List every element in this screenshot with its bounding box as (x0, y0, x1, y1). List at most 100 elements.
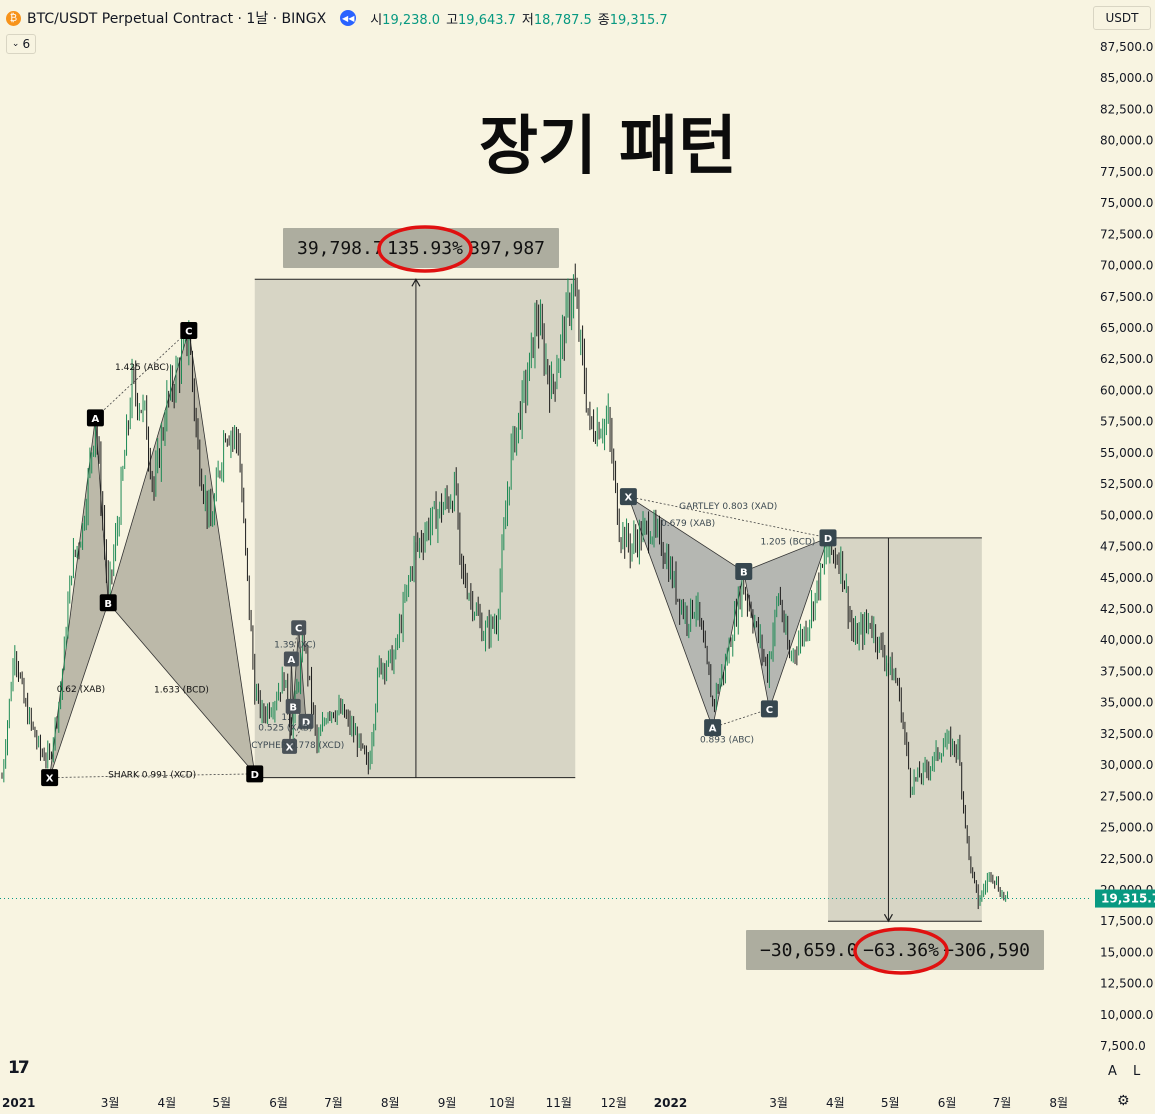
y-tick-label: 52,500.0 (1100, 477, 1153, 491)
point-label-a: A (709, 724, 717, 735)
y-tick-label: 82,500.0 (1100, 102, 1153, 116)
tradingview-logo[interactable]: 17 (8, 1058, 30, 1078)
ratio-abc: 0.893 (ABC) (700, 735, 754, 745)
y-tick-label: 17,500.0 (1100, 914, 1153, 928)
measure-label-1[interactable]: −30,659.0 −63.36% −306,590 (746, 927, 1044, 975)
pattern-1-point-d[interactable]: D (298, 713, 314, 729)
x-tick-label: 10월 (489, 1096, 515, 1110)
y-tick-label: 62,500.0 (1100, 352, 1153, 366)
pattern-0-point-a[interactable]: A (86, 409, 104, 427)
gear-icon[interactable]: ⚙ (1117, 1093, 1130, 1109)
ohlc-close: 종19,315.7 (597, 12, 668, 28)
y-tick-label: 87,500.0 (1100, 40, 1153, 54)
pattern-0-point-b[interactable]: B (99, 594, 117, 612)
x-tick-label: 5월 (212, 1096, 231, 1110)
x-tick-label: 5월 (881, 1096, 900, 1110)
measure-box-0[interactable] (254, 279, 576, 778)
y-tick-label: 55,000.0 (1100, 446, 1153, 460)
ratio-xad: GARTLEY 0.803 (XAD) (679, 502, 777, 512)
pattern-0-ac (95, 330, 190, 419)
y-tick-label: 80,000.0 (1100, 134, 1153, 148)
y-tick-label: 7,500.0 (1100, 1039, 1146, 1053)
pattern-2-point-d[interactable]: D (819, 529, 837, 547)
measure-label-0[interactable]: 39,798.7 135.93% 397,987 (283, 225, 559, 273)
y-tick-label: 72,500.0 (1100, 227, 1153, 241)
point-label-c: C (766, 705, 773, 716)
point-label-a: A (92, 414, 100, 425)
point-marker-c (291, 620, 307, 636)
currency-select[interactable]: USDT (1093, 6, 1151, 30)
point-marker-a (86, 409, 104, 427)
chart-title: 장기 패턴 (479, 110, 737, 184)
pattern-2-xab (627, 495, 745, 730)
pattern-1-point-c[interactable]: C (291, 620, 307, 636)
pattern-2-point-x[interactable]: X (619, 488, 637, 506)
x-tick-label: 9월 (438, 1096, 457, 1110)
y-tick-label: 37,500.0 (1100, 664, 1153, 678)
indicator-count: 6 (22, 37, 31, 51)
x-tick-label: 11월 (546, 1096, 572, 1110)
y-tick-label: 77,500.0 (1100, 165, 1153, 179)
y-tick-label: 85,000.0 (1100, 71, 1153, 85)
indicators-toggle[interactable]: ⌄ 6 (6, 34, 36, 54)
ratio-xab: 0.525 (XAB) (258, 723, 312, 733)
log-scale-button[interactable]: L (1133, 1064, 1140, 1079)
y-tick-label: 45,000.0 (1100, 571, 1153, 585)
price-axis: 7,500.0 10,000.0 12,500.0 15,000.0 17,500.0 2… (1095, 40, 1155, 1053)
y-tick-label: 47,500.0 (1100, 540, 1153, 554)
pattern-1-point-x[interactable]: X (282, 738, 298, 754)
tradingview-logo-text: 17 (8, 1058, 30, 1078)
pattern-0-point-d[interactable]: D (246, 765, 264, 783)
x-tick-label: 3월 (101, 1096, 120, 1110)
y-tick-label: 70,000.0 (1100, 259, 1153, 273)
last-price-tag: 19,315.7 (1095, 889, 1155, 908)
pattern-1-point-a[interactable]: A (283, 651, 299, 667)
time-axis: 2021 3월 4월 5월 6월 7월 8월 9월 10월 11월 12월 2022 3월 4월 5월 6월 7… (2, 1096, 1068, 1110)
measure-arrowhead-1 (883, 913, 893, 923)
pattern-0-point-c[interactable]: C (180, 321, 198, 339)
ohlc-low: 저18,787.5 (521, 12, 592, 28)
point-label-x: X (286, 742, 294, 753)
y-tick-label: 32,500.0 (1100, 727, 1153, 741)
point-marker-c (760, 700, 778, 718)
x-tick-label: 12월 (601, 1096, 627, 1110)
pattern-2-point-c[interactable]: C (760, 700, 778, 718)
chevron-down-icon: ⌄ (11, 39, 20, 49)
measure-value: 39,798.7 (297, 238, 384, 259)
x-tick-label: 6월 (269, 1096, 288, 1110)
symbol-header[interactable]: ₿ BTC/USDT Perpetual Contract · 1날 · BIN… (6, 8, 674, 28)
ratio-bcd: 1. (281, 713, 290, 723)
y-tick-label: 15,000.0 (1100, 945, 1153, 959)
point-marker-b (99, 594, 117, 612)
measure-percent: −63.36% (863, 940, 939, 961)
y-tick-label: 25,000.0 (1100, 821, 1153, 835)
pattern-2-point-a[interactable]: A (704, 719, 722, 737)
pattern-1-point-b[interactable]: B (285, 698, 301, 714)
candles (0, 263, 1090, 910)
y-tick-label: 42,500.0 (1100, 602, 1153, 616)
pattern-markers: X A B C D 0.62 (XAB) 1.425 (ABC) 1.633 (BCD) SHA… (41, 321, 837, 787)
y-tick-label: 67,500.0 (1100, 290, 1153, 304)
point-label-a: A (288, 655, 296, 666)
x-tick-label: 4월 (826, 1096, 845, 1110)
x-tick-label: 8월 (381, 1096, 400, 1110)
symbol-title[interactable]: BTC/USDT Perpetual Contract · 1날 · BINGX (27, 11, 327, 27)
pattern-2-point-b[interactable]: B (735, 563, 753, 581)
ratio-abc: 1.39 (XC) (274, 640, 316, 650)
point-marker-c (180, 321, 198, 339)
auto-scale-button[interactable]: A (1108, 1064, 1117, 1079)
measure-boxes (254, 278, 982, 922)
point-label-d: D (302, 717, 310, 728)
point-marker-x (619, 488, 637, 506)
ratio-xab: 0.679 (XAB) (661, 519, 715, 529)
rewind-icon[interactable]: ◀◀ (340, 10, 357, 26)
measure-ticks: 397,987 (469, 238, 545, 259)
measure-label-bg (283, 228, 559, 268)
pattern-0-xab (49, 417, 109, 778)
point-marker-b (285, 698, 301, 714)
auto-label: A (1108, 1064, 1117, 1079)
last-price-tag-bg (1095, 889, 1155, 908)
pattern-0-point-x[interactable]: X (41, 769, 59, 787)
x-tick-label: 4월 (157, 1096, 176, 1110)
